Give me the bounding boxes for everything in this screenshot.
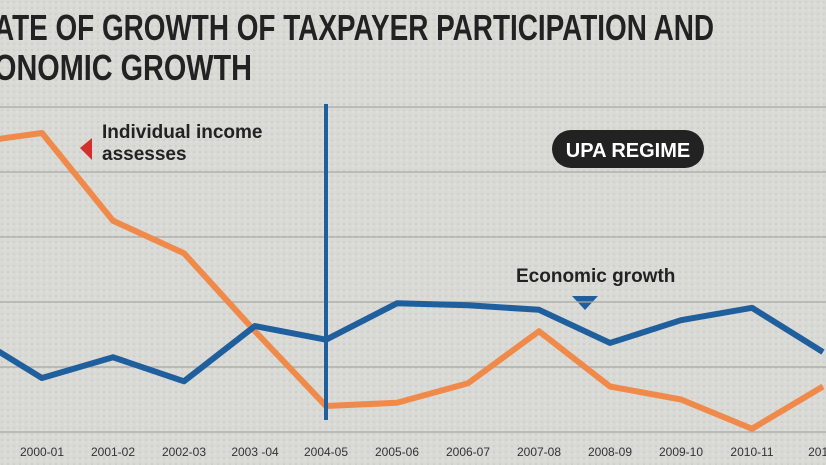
x-tick-label: 2007-08 — [517, 445, 561, 459]
series-line — [0, 300, 825, 385]
x-tick-label: 2000-01 — [20, 445, 64, 459]
x-tick-label: 2002-03 — [162, 445, 206, 459]
x-tick-label: 2006-07 — [446, 445, 490, 459]
series-label: Individual income assesses — [102, 122, 263, 165]
series-line — [0, 130, 825, 432]
x-tick-label: 2010-11 — [730, 445, 773, 459]
chart-title: ATE OF GROWTH OF TAXPAYER PARTICIPATION … — [0, 7, 714, 48]
x-tick-label: 2011- — [808, 445, 826, 459]
x-tick-label: 2004-05 — [304, 445, 348, 459]
x-tick-label: 2001-02 — [91, 445, 135, 459]
chart-subtitle: ONOMIC GROWTH — [0, 47, 252, 88]
series-label: Economic growth — [516, 266, 676, 287]
x-tick-label: 2009-10 — [659, 445, 703, 459]
pointer — [572, 296, 598, 310]
x-tick-label: 2005-06 — [375, 445, 419, 459]
pointer — [80, 138, 92, 160]
x-tick-label: 2008-09 — [588, 445, 632, 459]
regime-label: UPA REGIME — [566, 140, 690, 162]
x-tick-label: 2003 -04 — [231, 445, 279, 459]
regime-badge — [552, 130, 704, 168]
